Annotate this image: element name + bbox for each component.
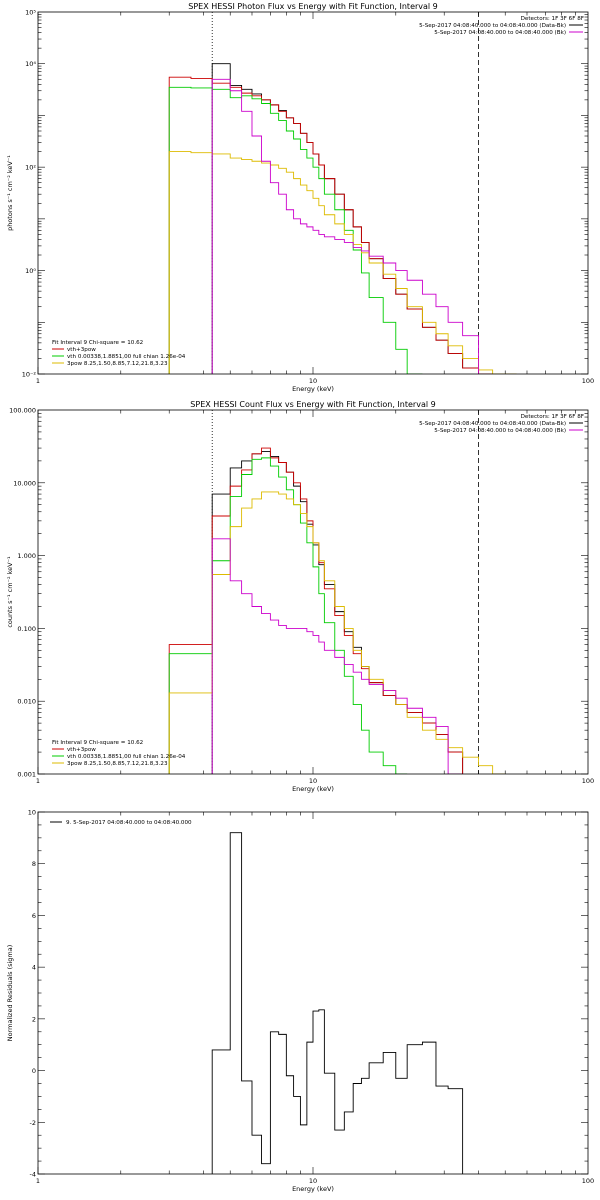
plot-frame (37, 11, 589, 375)
y-tick-label: 0.001 (17, 771, 36, 779)
y-tick-label: 10⁵ (25, 9, 36, 17)
legend-header: Fit Interval 9 Chi-square = 10.62 (52, 740, 143, 746)
x-tick-label: 1 (36, 377, 40, 385)
y-tick-label: -2 (30, 1119, 36, 1127)
y-tick-label: 0 (32, 1067, 36, 1075)
y-tick-label: 6 (32, 912, 36, 920)
legend-label: 5-Sep-2017 04:08:40.000 to 04:08:40.000 … (419, 421, 566, 427)
legend-label: vth 0.00338,1.8851,00 full chian 1.26e-0… (67, 354, 186, 360)
x-axis-label: Energy (keV) (292, 785, 334, 793)
legend-label: 5-Sep-2017 04:08:40.000 to 04:08:40.000 … (419, 23, 566, 29)
legend-label: vth 0.00338,1.8851,00 full chian 1.26e-0… (67, 754, 186, 760)
y-axis-label: counts s⁻¹ cm⁻² keV⁻¹ (6, 556, 14, 628)
plot-frame (37, 409, 589, 775)
series-1 (211, 832, 464, 1174)
chart-title: SPEX HESSI Photon Flux vs Energy with Fi… (188, 2, 438, 11)
x-tick-label: 10 (309, 1177, 317, 1185)
x-axis-label: Energy (keV) (292, 385, 334, 393)
chart-panel-2: SPEX HESSI Count Flux vs Energy with Fit… (6, 400, 594, 793)
y-tick-label: 0.010 (17, 698, 36, 706)
legend-label: vth+3pow (67, 747, 96, 753)
series-4 (168, 491, 506, 774)
x-tick-label: 100 (582, 777, 594, 785)
legend-top-right: Detectors: 1F 3F 6F 8F5-Sep-2017 04:08:4… (419, 414, 584, 434)
y-axis-label: Normalized Residuals (sigma) (6, 945, 14, 1042)
series-line (168, 491, 506, 774)
x-tick-label: 1 (36, 1177, 40, 1185)
legend-top-left: 9. 5-Sep-2017 04:08:40.000 to 04:08:40.0… (50, 820, 192, 826)
legend-label: 5-Sep-2017 04:08:40.000 to 04:08:40.000 … (434, 428, 566, 434)
y-tick-label: -4 (30, 1171, 36, 1179)
y-tick-label: 10⁻² (22, 371, 37, 379)
x-tick-label: 10 (309, 777, 317, 785)
series-line (211, 538, 463, 774)
series-line (211, 832, 464, 1174)
y-tick-label: 10⁰ (25, 267, 36, 275)
x-tick-label: 100 (582, 377, 594, 385)
y-tick-label: 100.000 (9, 407, 36, 415)
legend-label: 9. 5-Sep-2017 04:08:40.000 to 04:08:40.0… (66, 820, 192, 826)
series-5 (211, 78, 480, 374)
y-tick-label: 0.100 (17, 625, 36, 633)
legend-bottom-left: Fit Interval 9 Chi-square = 10.62vth+3po… (52, 340, 186, 367)
legend-label: 3pow 8.25,1.50,8.85,7.12,21.8,3.23 (67, 361, 168, 367)
x-tick-label: 100 (582, 1177, 594, 1185)
legend-header: Fit Interval 9 Chi-square = 10.62 (52, 340, 143, 346)
series-line (168, 457, 408, 774)
x-axis-label: Energy (keV) (292, 1185, 334, 1193)
y-tick-label: 10.000 (13, 479, 36, 487)
legend-header: Detectors: 1F 3F 6F 8F (521, 414, 584, 420)
y-tick-label: 10² (25, 164, 36, 172)
y-tick-label: 10⁴ (25, 60, 36, 68)
series-line (211, 78, 480, 374)
series-4 (168, 151, 517, 374)
chart-title: SPEX HESSI Count Flux vs Energy with Fit… (190, 400, 435, 409)
legend-top-right: Detectors: 1F 3F 6F 8F5-Sep-2017 04:08:4… (419, 16, 584, 36)
legend-label: vth+3pow (67, 347, 96, 353)
series-5 (211, 538, 463, 774)
x-tick-label: 10 (309, 377, 317, 385)
legend-bottom-left: Fit Interval 9 Chi-square = 10.62vth+3po… (52, 740, 186, 767)
x-tick-label: 1 (36, 777, 40, 785)
y-tick-label: 4 (32, 964, 36, 972)
y-tick-label: 1.000 (17, 552, 36, 560)
y-tick-label: 2 (32, 1015, 36, 1023)
series-line (168, 151, 517, 374)
y-tick-label: 8 (32, 860, 36, 868)
legend-label: 5-Sep-2017 04:08:40.000 to 04:08:40.000 … (434, 30, 566, 36)
plot-frame (37, 811, 589, 1175)
y-tick-label: 10 (28, 809, 36, 817)
series-3 (168, 457, 408, 774)
y-axis-label: photons s⁻¹ cm⁻² keV⁻¹ (6, 155, 14, 231)
legend-label: 3pow 8.25,1.50,8.85,7.12,21.8,3.23 (67, 761, 168, 767)
chart-panel-1: SPEX HESSI Photon Flux vs Energy with Fi… (6, 2, 594, 393)
legend-header: Detectors: 1F 3F 6F 8F (521, 16, 584, 22)
